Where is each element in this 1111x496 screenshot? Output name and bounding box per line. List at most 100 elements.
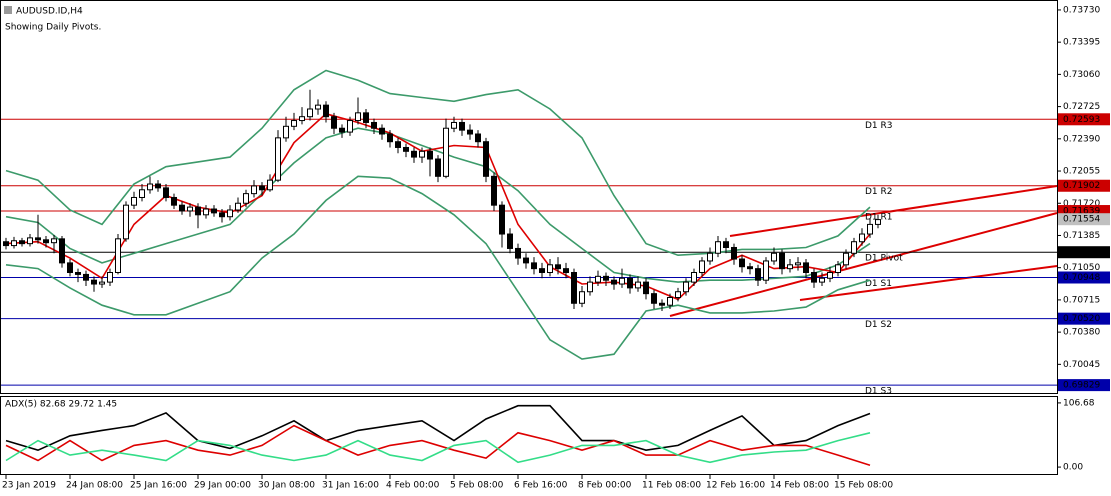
candle-body xyxy=(539,268,545,273)
y-tick-label: 0.73060 xyxy=(1063,70,1100,80)
candle-body xyxy=(347,120,353,133)
candle-body xyxy=(659,302,665,306)
candle-body xyxy=(323,104,329,118)
candle-body xyxy=(235,202,241,211)
price-tag-label: 0.72593 xyxy=(1063,115,1100,125)
indicator-line xyxy=(5,424,871,467)
candle-body xyxy=(475,133,481,143)
candle-body xyxy=(555,264,561,270)
candle-body xyxy=(827,271,833,279)
candle-body xyxy=(507,233,513,249)
candle-body xyxy=(667,297,673,306)
candle-body xyxy=(171,196,177,206)
candle-body xyxy=(683,281,689,293)
candle-body xyxy=(395,141,401,148)
candle-body xyxy=(715,241,721,254)
candle-body xyxy=(307,108,313,118)
candle-body xyxy=(859,233,865,243)
candle-body xyxy=(243,193,249,204)
y-tick-label: 0.70380 xyxy=(1063,328,1100,338)
candle-body xyxy=(459,121,465,131)
price-tag xyxy=(1058,213,1110,226)
last-price-label: 0.71554 xyxy=(1063,215,1100,225)
trendline xyxy=(669,212,1058,317)
candle-body xyxy=(331,116,337,129)
candle-body xyxy=(19,240,25,245)
candle-body xyxy=(267,179,273,191)
pivot-name: D1 S1 xyxy=(865,279,892,289)
indicator-line xyxy=(5,127,871,283)
price-tag-label: 0.70520 xyxy=(1063,314,1100,324)
candle-body xyxy=(147,183,153,191)
candle-body xyxy=(51,238,57,244)
candle-body xyxy=(179,204,185,212)
candle-body xyxy=(403,146,409,152)
candle-body xyxy=(251,185,257,195)
x-tick-label: 23 Jan 2019 xyxy=(2,481,56,491)
candle-body xyxy=(515,247,521,259)
candle-body xyxy=(107,271,113,283)
candle-body xyxy=(531,262,537,270)
candle-body xyxy=(11,240,17,247)
candle-body xyxy=(139,189,145,198)
candle-body xyxy=(443,127,449,177)
y-tick-label: 0.72390 xyxy=(1063,134,1100,144)
candle-body xyxy=(371,121,377,129)
y-tick-label: 0.71050 xyxy=(1063,263,1100,273)
candle-body xyxy=(619,277,625,285)
y-tick-label: 0.71720 xyxy=(1063,199,1100,209)
price-tag xyxy=(1058,271,1110,284)
candle-body xyxy=(467,129,473,135)
candle-body xyxy=(691,271,697,283)
pivot-name: D1 R2 xyxy=(865,187,893,197)
indicator-line xyxy=(5,112,871,301)
indicator-line xyxy=(5,175,871,360)
candle-body xyxy=(747,266,753,270)
candle-body xyxy=(355,112,361,122)
candle-body xyxy=(451,121,457,129)
x-tick-label: 30 Jan 08:00 xyxy=(258,481,315,491)
x-tick-label: 5 Feb 08:00 xyxy=(450,481,504,491)
price-tag-label: 0.71902 xyxy=(1063,181,1100,191)
indicator-title: ADX(5) 82.68 29.72 1.45 xyxy=(5,400,117,410)
candle-body xyxy=(787,264,793,270)
candle-body xyxy=(43,239,49,244)
candle-body xyxy=(99,281,105,285)
candle-body xyxy=(219,212,225,218)
candle-body xyxy=(75,271,81,275)
x-tick-label: 29 Jan 00:00 xyxy=(194,481,251,491)
candle-body xyxy=(523,257,529,264)
y-tick-label: 0.72725 xyxy=(1063,102,1100,112)
candle-body xyxy=(563,268,569,273)
indicator-line xyxy=(5,432,871,464)
candle-body xyxy=(27,237,33,245)
price-tag xyxy=(1058,312,1110,325)
chart-subtitle: Showing Daily Pivots. xyxy=(5,23,101,33)
candle-body xyxy=(835,264,841,273)
indicator-line xyxy=(5,404,871,452)
x-tick-label: 4 Feb 00:00 xyxy=(386,481,440,491)
x-tick-label: 14 Feb 08:00 xyxy=(770,481,829,491)
candle-body xyxy=(427,150,433,160)
candle-body xyxy=(187,206,193,212)
candle-body xyxy=(67,262,73,273)
candle-body xyxy=(3,241,9,247)
candle-body xyxy=(739,258,745,268)
candle-body xyxy=(59,238,65,264)
candle-body xyxy=(675,291,681,299)
candle-body xyxy=(131,196,137,206)
price-tag xyxy=(1058,246,1110,259)
y-tick-label: 0.73730 xyxy=(1063,5,1100,15)
y-tick-label: 0.00 xyxy=(1063,463,1083,473)
candle-body xyxy=(211,208,217,214)
candle-body xyxy=(723,241,729,248)
candle-body xyxy=(163,187,169,198)
pivot-name: D1 S3 xyxy=(865,387,892,397)
x-tick-label: 24 Jan 08:00 xyxy=(66,481,123,491)
symbol-icon xyxy=(4,6,12,14)
x-tick-label: 25 Jan 16:00 xyxy=(130,481,187,491)
pivot-name: D1 R3 xyxy=(865,121,893,131)
candle-body xyxy=(259,185,265,191)
candle-body xyxy=(155,183,161,189)
candle-body xyxy=(291,120,297,127)
